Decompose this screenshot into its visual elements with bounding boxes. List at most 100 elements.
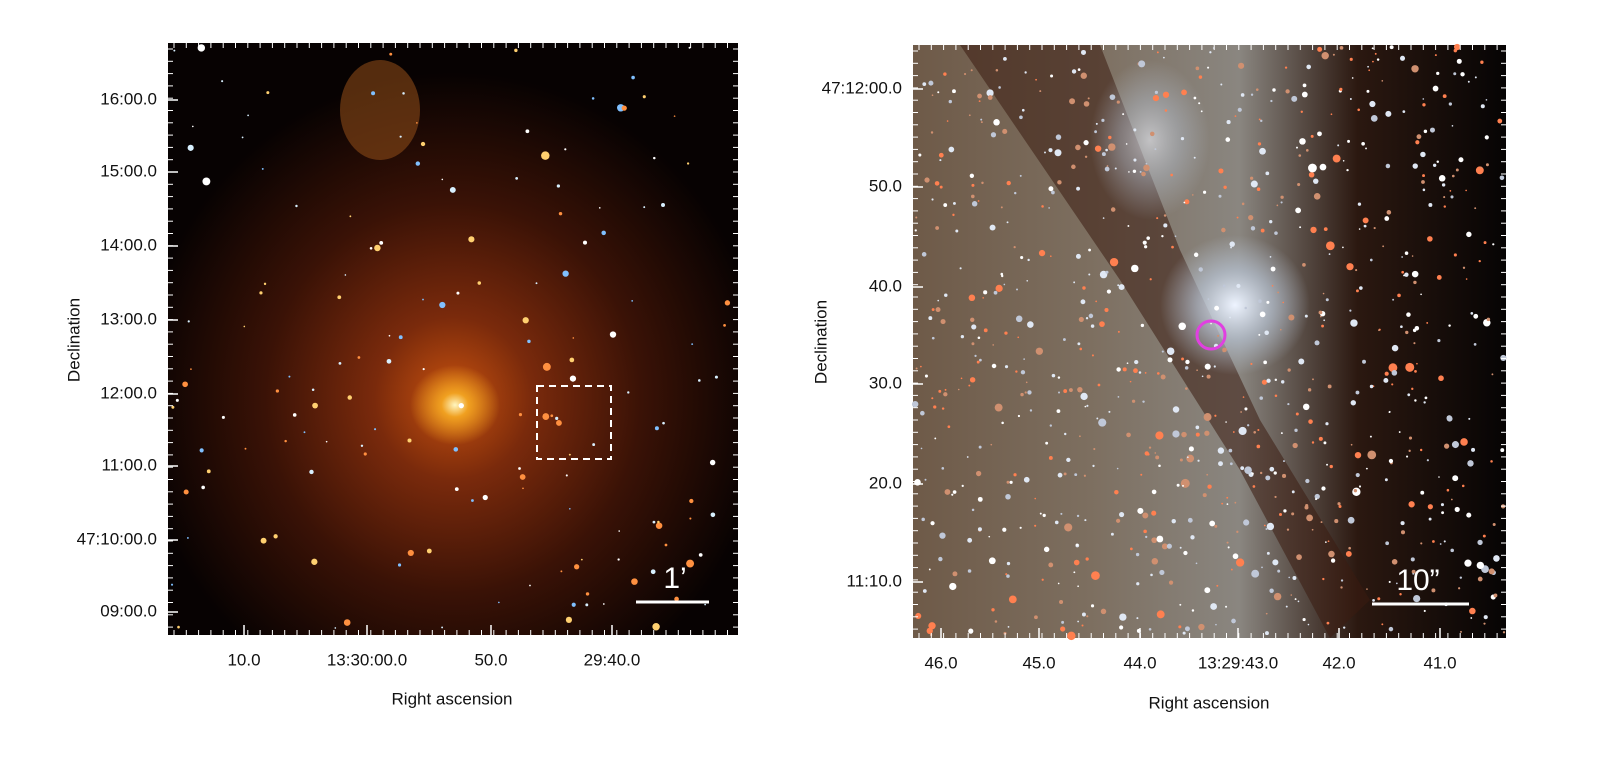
star (206, 469, 211, 474)
y-tick-label: 20.0 (869, 473, 902, 492)
star (1300, 110, 1303, 113)
star (1229, 241, 1235, 247)
star (1108, 410, 1111, 413)
star (556, 184, 561, 188)
star (550, 414, 554, 418)
star (1368, 69, 1371, 72)
star (1075, 543, 1079, 547)
star (1337, 502, 1341, 506)
star (1170, 173, 1174, 177)
star (1041, 205, 1044, 208)
star (1464, 559, 1472, 567)
star (1060, 626, 1066, 632)
star (1204, 587, 1211, 594)
star (714, 375, 718, 379)
star (1251, 569, 1260, 578)
star (398, 335, 403, 340)
star (631, 578, 638, 585)
star (1221, 502, 1224, 505)
star (1178, 625, 1182, 629)
star (1260, 228, 1265, 233)
star (1078, 316, 1084, 322)
star (930, 521, 935, 526)
star (1057, 582, 1060, 585)
star (1148, 628, 1152, 631)
star (1084, 405, 1087, 408)
star (1079, 347, 1083, 351)
star (1288, 314, 1295, 321)
star (1384, 216, 1390, 221)
star (449, 186, 456, 193)
star (1258, 118, 1261, 121)
star (1347, 139, 1350, 143)
star (568, 453, 571, 456)
star (1422, 188, 1426, 192)
star (1159, 569, 1165, 576)
star (1232, 431, 1235, 433)
star (1156, 372, 1160, 375)
star (574, 564, 580, 570)
star (992, 344, 995, 346)
star (1042, 513, 1046, 518)
star (1083, 140, 1089, 146)
star (960, 334, 965, 339)
star (1077, 342, 1081, 346)
star (922, 589, 927, 593)
star (1059, 599, 1064, 605)
star (1024, 391, 1027, 394)
star (1287, 402, 1290, 406)
star (407, 549, 414, 557)
star (1450, 498, 1453, 501)
star (1073, 559, 1080, 566)
star (968, 114, 971, 117)
star (1284, 66, 1288, 69)
star (1259, 311, 1266, 318)
star (1142, 400, 1145, 403)
star (947, 425, 951, 429)
star (1138, 60, 1146, 68)
x-tick-label: 29:40.0 (584, 650, 641, 669)
star (1280, 201, 1283, 204)
star (1221, 227, 1226, 233)
star (1055, 134, 1062, 140)
star (979, 358, 982, 362)
star (1325, 241, 1335, 251)
star (1258, 299, 1262, 304)
star (1321, 486, 1326, 491)
star (1063, 389, 1068, 393)
star (1035, 78, 1037, 81)
star (1470, 617, 1473, 619)
star (1388, 626, 1394, 632)
star (1156, 51, 1159, 54)
star (938, 556, 943, 562)
star (344, 274, 347, 276)
star (1067, 631, 1076, 641)
star (1468, 417, 1471, 420)
star (303, 431, 306, 434)
star (1388, 363, 1398, 373)
star (1181, 89, 1187, 96)
star (1477, 539, 1483, 546)
star (1256, 187, 1261, 191)
star (1431, 588, 1436, 593)
star (993, 119, 1000, 126)
star (1493, 593, 1498, 598)
star (1471, 447, 1476, 452)
star (1220, 83, 1223, 86)
star (1332, 53, 1335, 56)
star (1119, 625, 1124, 630)
star (1265, 171, 1270, 176)
star (1090, 604, 1095, 608)
star (1408, 449, 1411, 453)
star (259, 291, 263, 295)
star (1171, 518, 1176, 524)
star (1485, 99, 1488, 101)
star (1000, 274, 1004, 278)
star (1285, 605, 1288, 608)
star (654, 426, 659, 431)
star (1346, 168, 1349, 172)
star (1193, 156, 1196, 159)
star (1034, 524, 1037, 527)
star (1392, 298, 1395, 301)
star (1116, 467, 1119, 470)
